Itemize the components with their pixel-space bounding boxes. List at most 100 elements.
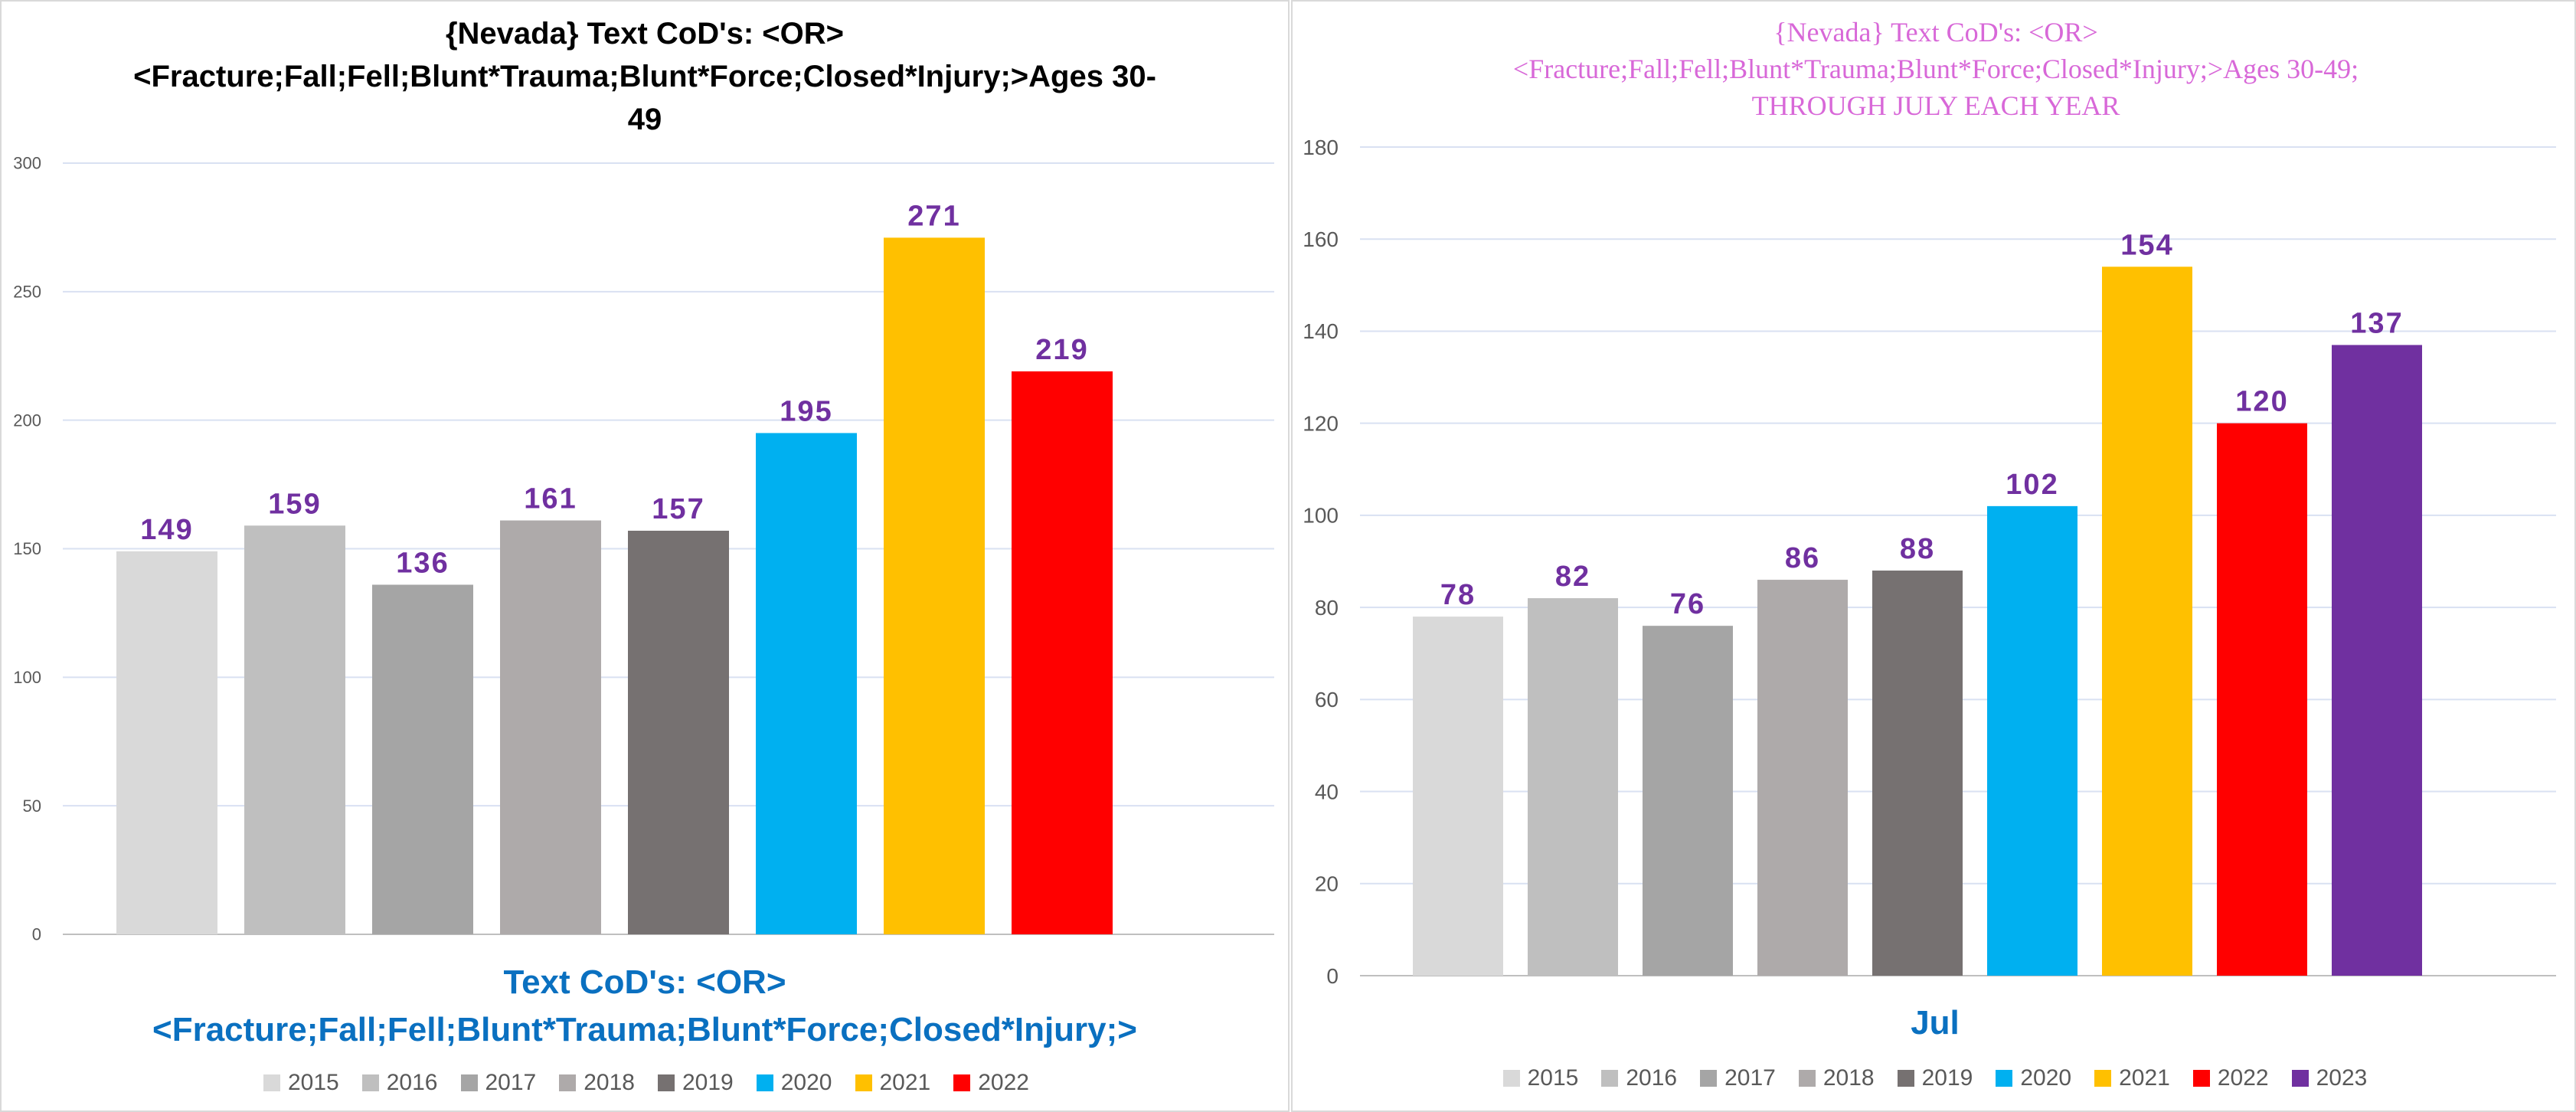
right-y-tick-label: 20 <box>1315 872 1339 896</box>
right-y-tick-label: 0 <box>1326 964 1339 988</box>
right-data-label-2023: 137 <box>2350 307 2403 339</box>
left-legend: 2015 2016 2017 2018 2019 2020 2021 2022 <box>2 1068 1291 1098</box>
left-legend-item-2016: 2016 <box>361 1070 438 1096</box>
left-legend-label: 2019 <box>682 1070 734 1095</box>
right-legend-swatch <box>2192 1070 2210 1087</box>
left-y-tick-label: 200 <box>13 410 41 430</box>
left-title-line-1: {Nevada} Text CoD's: <OR> <box>445 17 845 51</box>
right-data-label-2018: 86 <box>1785 542 1820 574</box>
left-legend-label: 2021 <box>879 1070 931 1095</box>
right-legend-swatch <box>2291 1070 2309 1087</box>
right-bar-2022 <box>2217 423 2307 976</box>
left-chart-plot: 0 50 100 150 200 250 300 149 159 136 161 157 195 271 2… <box>13 154 1274 944</box>
right-bar-2018 <box>1757 580 1848 976</box>
right-bar-2020 <box>1987 505 2077 976</box>
left-bar-2022 <box>1012 371 1113 934</box>
left-legend-item-2021: 2021 <box>855 1070 931 1096</box>
right-bar-2023 <box>2332 345 2422 976</box>
left-legend-swatch <box>559 1074 577 1091</box>
right-legend-item-2020: 2020 <box>1996 1065 2071 1091</box>
right-legend-label: 2016 <box>1626 1065 1678 1091</box>
left-title-line-3: 49 <box>627 103 662 136</box>
right-legend-label: 2020 <box>2020 1065 2072 1091</box>
right-legend: 2015 2016 2017 2018 2019 2020 2021 2022 2023 <box>1293 1063 2576 1094</box>
right-legend-swatch <box>1502 1070 1520 1087</box>
left-x-axis-title: Text CoD's: <OR> <Fracture;Fall;Fell;Blu… <box>78 959 1211 1054</box>
left-legend-swatch <box>855 1074 872 1091</box>
right-legend-item-2022: 2022 <box>2192 1065 2269 1091</box>
left-y-tick-label: 50 <box>23 796 41 816</box>
left-y-tick-label: 150 <box>13 539 41 558</box>
right-data-label-2015: 78 <box>1440 579 1476 611</box>
right-legend-item-2021: 2021 <box>2094 1065 2170 1091</box>
right-bar-2017 <box>1643 626 1733 976</box>
left-xtitle-line-2: <Fracture;Fall;Fell;Blunt*Trauma;Blunt*F… <box>152 1011 1137 1048</box>
right-legend-item-2023: 2023 <box>2291 1065 2367 1091</box>
left-legend-swatch <box>953 1074 971 1091</box>
right-legend-label: 2018 <box>1822 1065 1875 1091</box>
left-legend-label: 2016 <box>386 1070 438 1095</box>
left-y-tick-label: 300 <box>13 154 41 173</box>
right-legend-swatch <box>1700 1070 1718 1087</box>
right-y-tick-label: 180 <box>1303 136 1339 159</box>
right-title-line-2: <Fracture;Fall;Fell;Blunt*Trauma;Blunt*F… <box>1512 54 2359 84</box>
right-legend-label: 2017 <box>1724 1065 1776 1091</box>
right-title-line-3: THROUGH JULY EACH YEAR <box>1751 90 2120 121</box>
left-bar-2019 <box>628 531 729 934</box>
left-title-line-2: <Fracture;Fall;Fell;Blunt*Trauma;Blunt*F… <box>133 60 1156 93</box>
left-legend-item-2017: 2017 <box>460 1070 537 1096</box>
left-legend-label: 2017 <box>485 1070 537 1095</box>
right-legend-item-2017: 2017 <box>1700 1065 1776 1091</box>
left-legend-item-2022: 2022 <box>953 1070 1029 1096</box>
left-bar-2015 <box>116 551 217 934</box>
left-legend-swatch <box>756 1074 773 1091</box>
right-y-tick-label: 120 <box>1303 411 1339 435</box>
left-chart-panel: {Nevada} Text CoD's: <OR> <Fracture;Fall… <box>0 0 1290 1112</box>
right-y-tick-label: 160 <box>1303 227 1339 251</box>
right-legend-label: 2021 <box>2119 1065 2170 1091</box>
right-legend-item-2019: 2019 <box>1897 1065 1973 1091</box>
left-bar-2020 <box>756 433 857 934</box>
left-legend-swatch <box>361 1074 379 1091</box>
left-chart-title: {Nevada} Text CoD's: <OR> <Fracture;Fall… <box>109 12 1181 141</box>
right-legend-label: 2015 <box>1527 1065 1579 1091</box>
left-legend-label: 2018 <box>584 1070 635 1095</box>
left-y-tick-label: 0 <box>32 925 41 944</box>
right-data-label-2020: 102 <box>2006 469 2058 501</box>
left-y-tick-label: 100 <box>13 668 41 687</box>
left-y-tick-label: 250 <box>13 283 41 302</box>
left-data-label-2020: 195 <box>780 395 832 427</box>
left-bar-2016 <box>244 525 345 934</box>
right-y-tick-label: 80 <box>1315 596 1339 620</box>
right-legend-swatch <box>1897 1070 1914 1087</box>
right-bar-2015 <box>1413 617 1503 976</box>
right-y-tick-label: 100 <box>1303 504 1339 528</box>
left-data-label-2016: 159 <box>268 488 321 520</box>
right-bar-2016 <box>1528 598 1618 976</box>
right-legend-item-2015: 2015 <box>1502 1065 1579 1091</box>
right-data-label-2021: 154 <box>2120 229 2173 261</box>
left-bar-2021 <box>884 237 985 934</box>
left-data-label-2019: 157 <box>652 493 704 525</box>
right-legend-label: 2019 <box>1921 1065 1973 1091</box>
right-chart-plot: 0 20 40 60 80 100 120 140 160 180 78 82 76 86 88 102 154… <box>1303 136 2556 988</box>
right-bar-2021 <box>2102 267 2192 976</box>
left-data-label-2018: 161 <box>524 483 577 515</box>
right-data-label-2022: 120 <box>2235 386 2288 418</box>
left-legend-swatch <box>658 1074 675 1091</box>
right-title-line-1: {Nevada} Text CoD's: <OR> <box>1773 17 2098 47</box>
left-legend-swatch <box>460 1074 478 1091</box>
right-data-label-2019: 88 <box>1900 533 1935 565</box>
right-data-label-2017: 76 <box>1670 588 1705 620</box>
right-bar-2019 <box>1872 571 1963 976</box>
right-y-tick-label: 140 <box>1303 319 1339 343</box>
right-legend-swatch <box>1601 1070 1619 1087</box>
left-legend-item-2019: 2019 <box>658 1070 734 1096</box>
right-legend-item-2016: 2016 <box>1601 1065 1677 1091</box>
right-chart-title: {Nevada} Text CoD's: <OR> <Fracture;Fall… <box>1339 14 2533 124</box>
left-legend-item-2020: 2020 <box>756 1070 832 1096</box>
right-legend-swatch <box>2094 1070 2112 1087</box>
right-data-label-2016: 82 <box>1555 561 1590 593</box>
right-legend-swatch <box>1798 1070 1816 1087</box>
left-legend-label: 2015 <box>288 1070 339 1095</box>
